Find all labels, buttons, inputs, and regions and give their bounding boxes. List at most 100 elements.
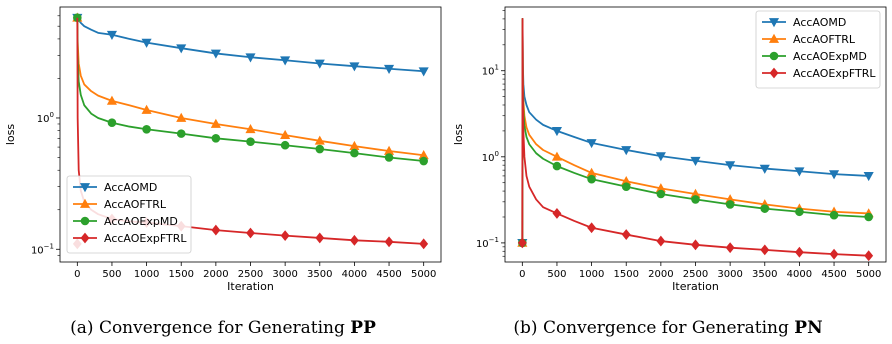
data-point-AccAOMD — [586, 139, 597, 149]
y-tick-label: 100 — [482, 150, 499, 164]
data-point-AccAOFTRL — [210, 118, 221, 128]
data-point-AccAOMD — [551, 127, 563, 137]
data-point-AccAOExpFTRL — [384, 236, 394, 248]
data-point-AccAOMD — [280, 56, 291, 66]
data-point-AccAOExpFTRL — [864, 250, 874, 262]
data-point-AccAOExpMD — [315, 144, 325, 154]
data-point-AccAOExpMD — [280, 140, 290, 150]
data-point-AccAOExpFTRL — [794, 246, 804, 258]
data-point-AccAOMD — [349, 62, 360, 72]
data-point-AccAOExpMD — [587, 174, 596, 184]
x-axis-label: Iteration — [672, 280, 719, 293]
x-tick-label: 3000 — [717, 269, 742, 280]
y-tick-label: 101 — [482, 64, 499, 78]
data-point-AccAOExpFTRL — [517, 237, 527, 249]
data-point-AccAOMD — [314, 59, 325, 69]
data-point-AccAOExpFTRL — [552, 208, 562, 219]
data-point-AccAOMD — [418, 67, 429, 77]
data-point-AccAOExpFTRL — [349, 234, 359, 246]
x-tick-label: 5000 — [856, 269, 881, 280]
data-point-AccAOMD — [141, 38, 152, 48]
legend-label-AccAOExpMD: AccAOExpMD — [793, 50, 867, 63]
x-tick-label: 3000 — [272, 269, 297, 280]
data-point-AccAOMD — [655, 152, 666, 162]
x-tick-label: 2000 — [203, 269, 228, 280]
x-tick-label: 4500 — [821, 269, 846, 280]
data-point-AccAOExpFTRL — [419, 238, 429, 250]
legend-label-AccAOMD: AccAOMD — [104, 181, 157, 194]
x-tick-label: 2000 — [648, 269, 673, 280]
data-point-AccAOExpMD — [795, 207, 804, 217]
data-point-AccAOExpFTRL — [760, 244, 770, 256]
legend-marker-AccAOExpFTRL — [769, 67, 779, 79]
data-point-AccAOExpFTRL — [587, 222, 597, 234]
x-tick-label: 1500 — [614, 269, 639, 280]
x-tick-label: 1500 — [169, 269, 194, 280]
data-point-AccAOExpMD — [246, 137, 255, 146]
series-line-AccAOFTRL — [76, 17, 424, 157]
data-point-AccAOMD — [690, 156, 701, 166]
data-point-AccAOExpFTRL — [656, 235, 666, 247]
data-point-AccAOExpMD — [760, 204, 770, 213]
data-point-AccAOExpMD — [350, 148, 359, 158]
data-point-AccAOExpFTRL — [280, 230, 290, 242]
legend-marker-AccAOFTRL — [79, 198, 91, 208]
data-point-AccAOExpFTRL — [829, 248, 839, 260]
series-line-AccAOExpMD — [76, 17, 424, 162]
x-tick-label: 4500 — [376, 269, 401, 280]
series-line-AccAOMD — [76, 17, 424, 73]
data-point-AccAOFTRL — [141, 104, 152, 114]
legend-marker-AccAOMD — [768, 18, 780, 28]
x-axis-label: Iteration — [227, 280, 274, 293]
data-point-AccAOExpFTRL — [246, 227, 255, 239]
caption-a: (a) Convergence for Generating PP — [70, 318, 376, 338]
y-tick-label: 10−1 — [476, 236, 499, 250]
legend-marker-AccAOExpFTRL — [80, 232, 90, 244]
data-point-AccAOExpFTRL — [725, 242, 735, 254]
data-point-AccAOMD — [725, 161, 736, 171]
data-point-AccAOExpFTRL — [621, 229, 631, 240]
x-tick-label: 3500 — [752, 269, 777, 280]
y-axis-label: loss — [452, 124, 465, 146]
data-point-AccAOMD — [863, 172, 874, 182]
data-point-AccAOExpMD — [656, 189, 666, 199]
legend-label-AccAOExpFTRL: AccAOExpFTRL — [793, 67, 876, 80]
data-point-AccAOExpMD — [725, 200, 735, 209]
data-point-AccAOFTRL — [314, 135, 325, 145]
data-point-AccAOFTRL — [280, 129, 291, 139]
legend-label-AccAOFTRL: AccAOFTRL — [104, 198, 167, 211]
data-point-AccAOMD — [106, 30, 118, 41]
legend-marker-AccAOExpMD — [769, 51, 779, 61]
legend-marker-AccAOFTRL — [768, 33, 780, 43]
y-tick-label: 100 — [37, 111, 54, 125]
x-tick-label: 4000 — [787, 269, 812, 280]
x-tick-label: 1000 — [579, 269, 604, 280]
data-point-AccAOExpMD — [552, 161, 562, 171]
legend: AccAOMD AccAOFTRL AccAOExpMD AccAOExpFTRL — [755, 10, 881, 89]
data-point-AccAOExpMD — [176, 129, 186, 138]
data-point-AccAOMD — [383, 64, 395, 74]
data-point-AccAOFTRL — [245, 124, 256, 134]
data-point-AccAOMD — [621, 146, 632, 156]
x-tick-label: 500 — [102, 269, 121, 280]
data-point-AccAOExpMD — [211, 134, 221, 143]
plot-frame — [59, 6, 442, 263]
y-axis-label: loss — [4, 124, 17, 146]
data-point-AccAOExpMD — [691, 195, 700, 204]
data-point-AccAOExpMD — [829, 210, 839, 220]
y-tick-label: 10−1 — [31, 242, 54, 256]
x-tick-label: 2500 — [683, 269, 708, 280]
data-point-AccAOMD — [828, 170, 840, 180]
data-point-AccAOFTRL — [106, 95, 118, 105]
legend: AccAOMD AccAOFTRL AccAOExpMD AccAOExpFTRL — [66, 175, 192, 254]
legend-label-AccAOExpMD: AccAOExpMD — [104, 215, 178, 228]
x-tick-label: 4000 — [342, 269, 367, 280]
series-line-AccAOExpFTRL — [521, 18, 869, 257]
data-point-AccAOFTRL — [551, 151, 563, 161]
data-point-AccAOMD — [759, 164, 770, 174]
x-tick-label: 0 — [519, 269, 525, 280]
data-point-AccAOExpFTRL — [211, 224, 221, 236]
x-tick-label: 5000 — [411, 269, 436, 280]
data-point-AccAOMD — [245, 53, 256, 63]
